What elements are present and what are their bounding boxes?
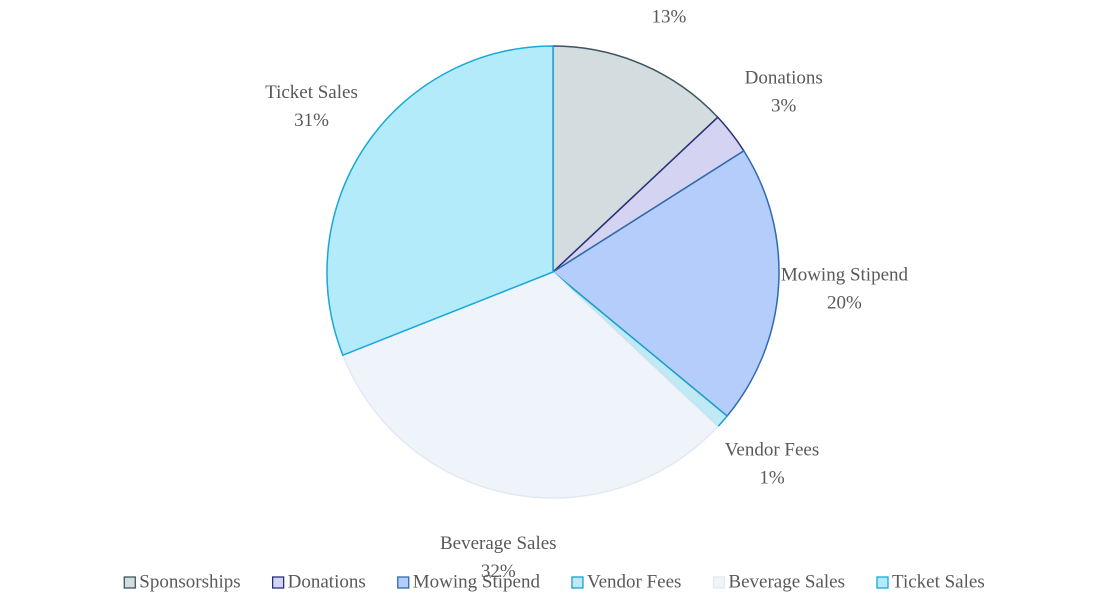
legend-label: Donations	[288, 571, 366, 592]
legend-item: Beverage Sales	[712, 571, 845, 592]
legend-swatch	[876, 576, 889, 589]
slice-label-name: Mowing Stipend	[781, 265, 909, 286]
pie	[326, 45, 780, 499]
pie-slice	[326, 45, 554, 357]
legend-swatch	[397, 576, 410, 589]
legend: Sponsorships Donations Mowing Stipend Vendo…	[123, 571, 985, 592]
slice-label-name: Donations	[745, 67, 823, 88]
legend-swatch	[271, 576, 285, 589]
pie-slice	[551, 149, 780, 418]
slice-label-value: 13%	[652, 6, 687, 27]
slice-label-value: 32%	[481, 561, 516, 582]
legend-item: Mowing Stipend	[397, 571, 541, 592]
slice-label-name: Beverage Sales	[440, 533, 557, 554]
legend-label: Ticket Sales	[892, 571, 985, 592]
legend-swatch	[712, 576, 726, 589]
legend-swatch	[571, 576, 584, 589]
legend-item: Sponsorships	[123, 571, 241, 592]
legend-label: Vendor Fees	[587, 571, 681, 592]
slice-label-value: 3%	[771, 95, 797, 116]
legend-item: Donations	[271, 571, 366, 592]
slice-label-value: 20%	[827, 293, 862, 314]
pie-slice	[552, 45, 719, 274]
legend-label: Mowing Stipend	[413, 571, 541, 592]
legend-swatch	[123, 576, 136, 589]
legend-item: Ticket Sales	[876, 571, 985, 592]
legend-label: Sponsorships	[139, 571, 240, 592]
legend-item: Vendor Fees	[571, 571, 681, 592]
slice-label-name: Vendor Fees	[725, 439, 819, 460]
slice-label-name: Ticket Sales	[265, 82, 358, 103]
pie-slice	[341, 271, 719, 499]
slice-label-value: 31%	[294, 110, 329, 131]
slice-label-value: 1%	[759, 467, 785, 488]
legend-label: Beverage Sales	[728, 571, 845, 592]
